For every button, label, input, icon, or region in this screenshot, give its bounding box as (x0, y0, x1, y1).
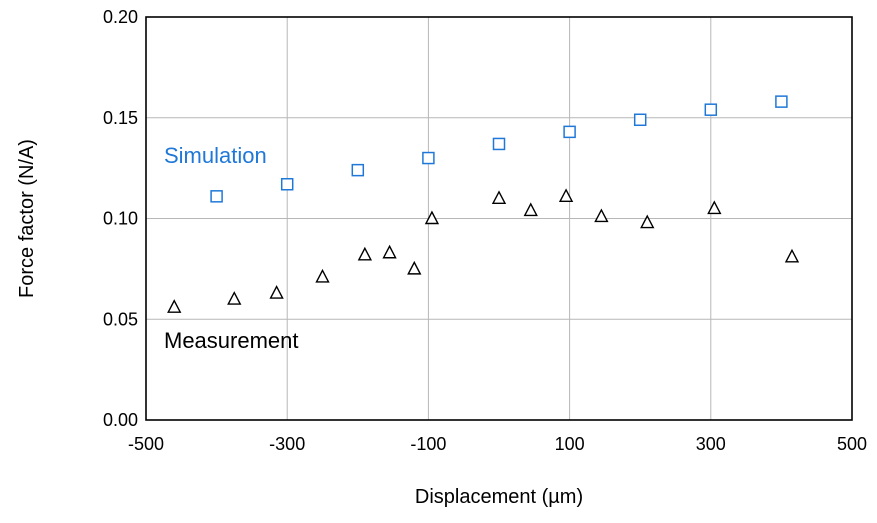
grid-lines (146, 17, 852, 420)
plot-frame (145, 16, 853, 421)
y-tick-label: 0.00 (103, 410, 138, 430)
x-axis-label: Displacement (µm) (415, 486, 583, 508)
data-points (167, 95, 800, 313)
x-axis-ticks: -500 -300 -100 100 300 500 (128, 434, 867, 454)
measurement-point (167, 299, 182, 313)
measurement-point (707, 200, 722, 215)
simulation-point (210, 190, 223, 203)
simulation-point (563, 125, 576, 139)
measurement-point (315, 268, 330, 283)
simulation-point (633, 113, 647, 127)
measurement-point (357, 246, 373, 261)
y-tick-label: 0.15 (103, 108, 138, 128)
simulation-point (280, 177, 294, 191)
measurement-point (784, 248, 800, 263)
y-axis-label: Force factor (N/A) (16, 139, 38, 298)
simulation-point (492, 137, 506, 151)
x-tick-label: -100 (410, 434, 446, 454)
x-tick-label: -500 (128, 434, 164, 454)
measurement-point (424, 210, 440, 225)
y-tick-label: 0.05 (103, 309, 138, 329)
simulation-point (422, 151, 435, 165)
x-tick-label: -300 (269, 434, 305, 454)
y-tick-label: 0.10 (103, 209, 138, 229)
simulation-point (775, 95, 788, 108)
y-tick-label: 0.20 (103, 7, 138, 27)
measurement-point (491, 190, 507, 205)
measurement-point (523, 202, 538, 217)
measurement-point (558, 188, 574, 203)
x-tick-label: 500 (837, 434, 867, 454)
measurement-annotation: Measurement (164, 328, 299, 353)
measurement-point (594, 208, 609, 223)
simulation-annotation: Simulation (164, 143, 267, 168)
measurement-point (382, 244, 397, 259)
measurement-point (640, 214, 655, 229)
simulation-point (704, 103, 718, 116)
measurement-point (269, 285, 284, 299)
x-tick-label: 300 (696, 434, 726, 454)
x-tick-label: 100 (555, 434, 585, 454)
measurement-point (407, 260, 422, 275)
measurement-point (227, 291, 242, 305)
simulation-point (351, 163, 365, 177)
y-axis-ticks: 0.00 0.05 0.10 0.15 0.20 (103, 7, 138, 430)
